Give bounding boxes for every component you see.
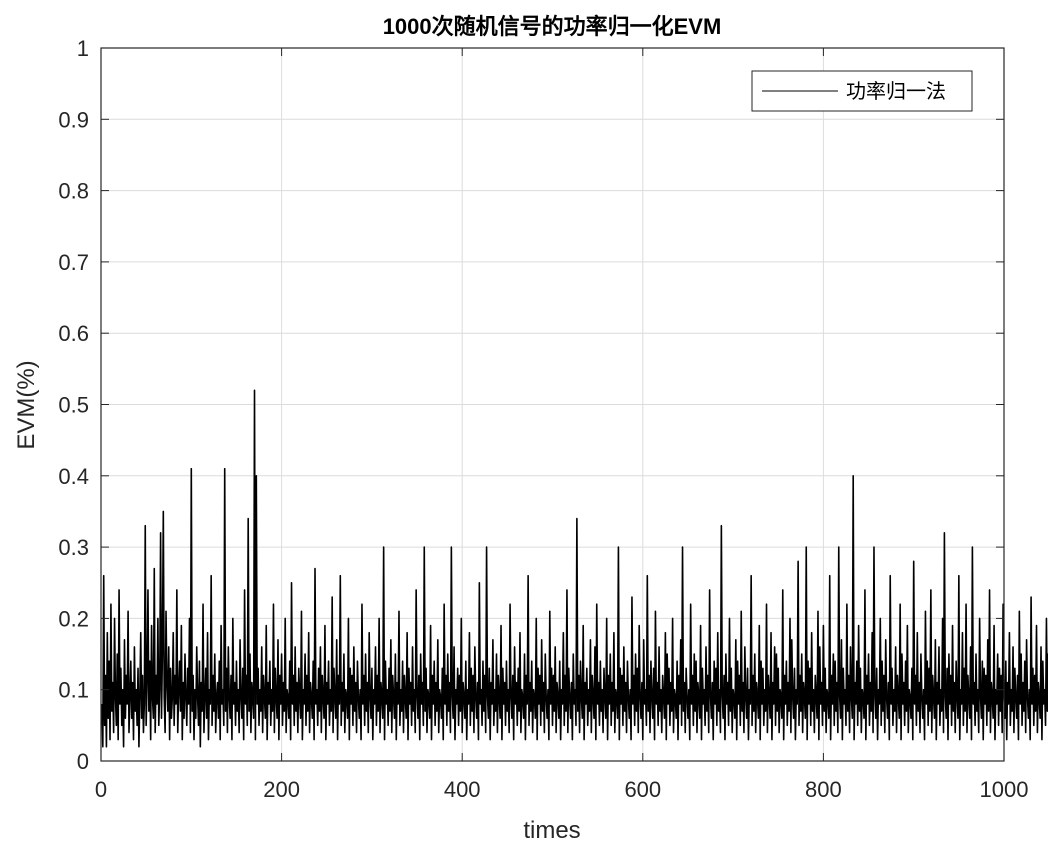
y-tick-label: 0.9 [58, 107, 89, 132]
legend: 功率归一法 [752, 71, 972, 111]
y-tick-label: 0.8 [58, 179, 89, 204]
y-axis-label: EVM(%) [13, 360, 40, 449]
x-tick-label: 0 [95, 777, 107, 802]
x-tick-label: 200 [263, 777, 300, 802]
chart-title: 1000次随机信号的功率归一化EVM [383, 14, 722, 39]
x-tick-label: 600 [624, 777, 661, 802]
y-tick-label: 1 [77, 36, 89, 61]
y-tick-label: 0.4 [58, 464, 89, 489]
y-tick-label: 0.3 [58, 535, 89, 560]
y-tick-label: 0 [77, 749, 89, 774]
y-tick-label: 0.7 [58, 250, 89, 275]
x-tick-label: 1000 [980, 777, 1029, 802]
x-axis-label: times [523, 817, 580, 844]
legend-entry-label: 功率归一法 [846, 79, 946, 103]
y-tick-label: 0.6 [58, 321, 89, 346]
y-tick-label: 0.2 [58, 606, 89, 631]
y-tick-label: 0.1 [58, 678, 89, 703]
y-tick-label: 0.5 [58, 393, 89, 418]
x-tick-label: 400 [444, 777, 481, 802]
x-tick-label: 800 [805, 777, 842, 802]
